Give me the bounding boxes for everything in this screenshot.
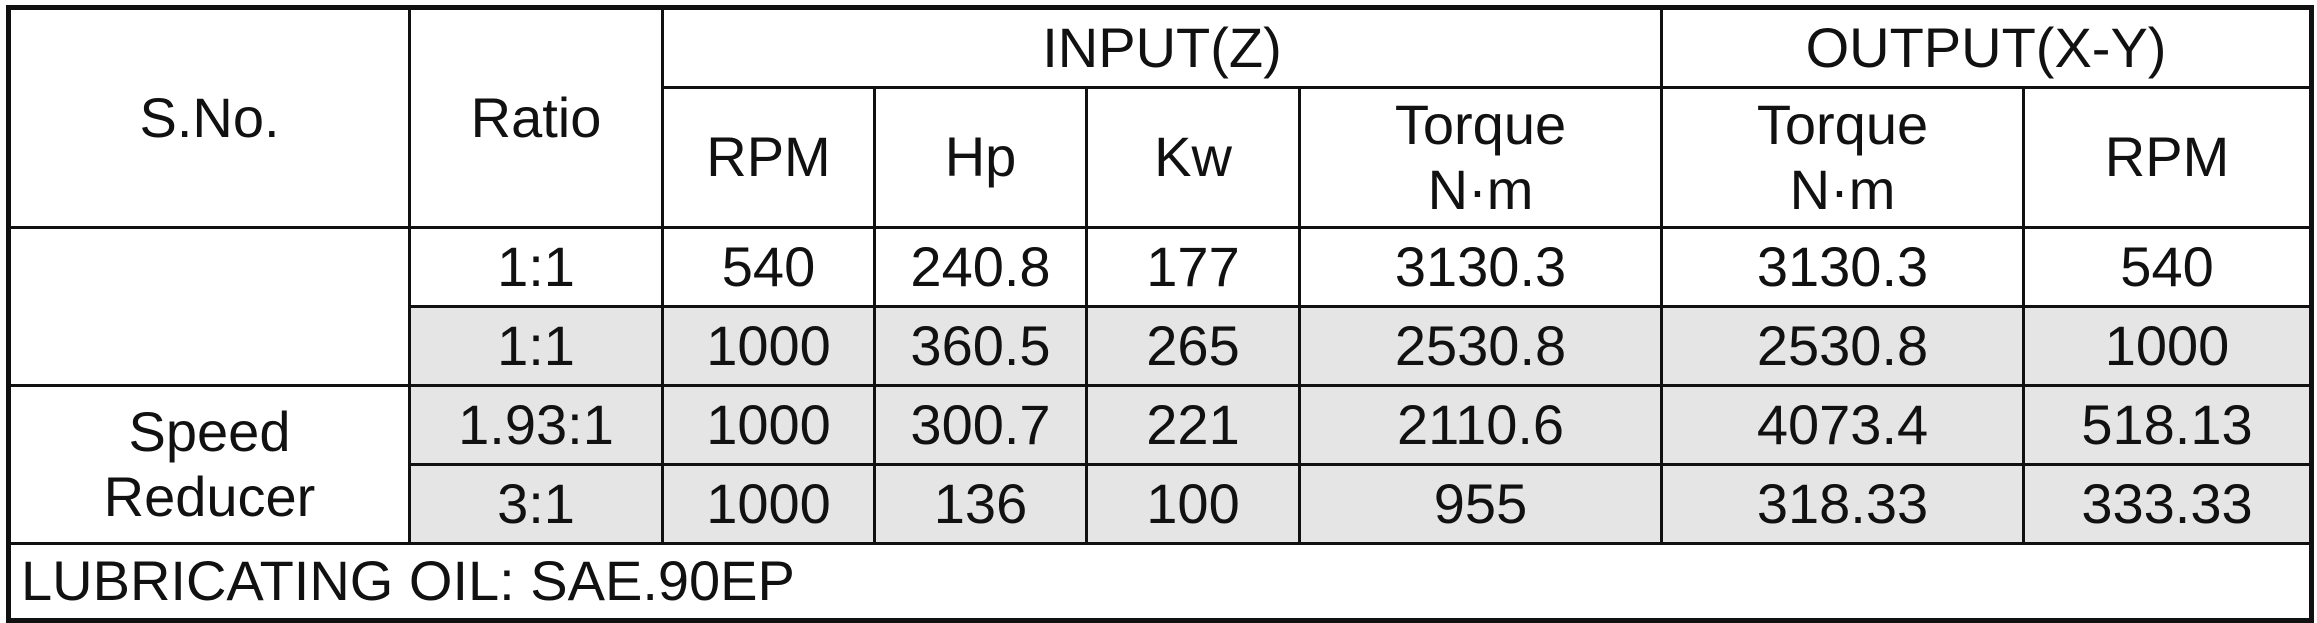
speed-reducer-label: Speed Reducer: [7, 384, 411, 545]
header-input-rpm: RPM: [661, 86, 876, 229]
cell-ratio: 1:1: [408, 226, 664, 308]
header-sno: S.No.: [7, 6, 411, 229]
header-output-torque: Torque N·m: [1660, 86, 2026, 229]
header-output-torque-label: Torque: [1756, 93, 1929, 157]
cell-input-hp: 136: [873, 463, 1088, 545]
cell-input-torque: 3130.3: [1297, 226, 1664, 308]
cell-input-hp: 360.5: [873, 305, 1088, 387]
cell-input-torque: 2110.6: [1297, 384, 1664, 466]
sno-blank-cell: [7, 226, 411, 387]
spec-table: S.No. Ratio INPUT(Z) OUTPUT(X-Y) RPM Hp …: [6, 5, 2315, 623]
cell-output-torque: 318.33: [1660, 463, 2026, 545]
speed-reducer-line1: Speed: [128, 400, 291, 464]
header-row-1: S.No. Ratio INPUT(Z) OUTPUT(X-Y): [7, 6, 2314, 229]
cell-output-rpm: 1000: [2022, 305, 2314, 387]
header-input-hp: Hp: [873, 86, 1088, 229]
footer-row: LUBRICATING OIL: SAE.90EP: [6, 542, 2314, 622]
cell-input-hp: 300.7: [873, 384, 1088, 466]
cell-input-rpm: 1000: [661, 384, 876, 466]
cell-ratio: 1:1: [408, 305, 664, 387]
cell-input-kw: 265: [1085, 305, 1301, 387]
cell-input-rpm: 540: [661, 226, 876, 308]
table-row: 1:1 1000 360.5 265 2530.8 2530.8 1000: [9, 305, 2314, 387]
header-input-group: INPUT(Z): [660, 6, 1664, 89]
header-input-torque-label: Torque: [1394, 93, 1567, 157]
header-output-group: OUTPUT(X-Y): [1660, 6, 2314, 89]
cell-input-kw: 221: [1085, 384, 1301, 466]
cell-input-torque: 2530.8: [1297, 305, 1664, 387]
header-input-kw: Kw: [1085, 86, 1301, 229]
cell-output-rpm: 540: [2022, 226, 2314, 308]
cell-input-kw: 100: [1085, 463, 1301, 545]
lubricating-oil-note: LUBRICATING OIL: SAE.90EP: [6, 542, 2314, 622]
cell-input-hp: 240.8: [873, 226, 1088, 308]
header-output-rpm: RPM: [2022, 86, 2314, 229]
header-input-torque-unit: N·m: [1427, 157, 1534, 221]
speed-reducer-line2: Reducer: [103, 464, 316, 528]
cell-input-rpm: 1000: [661, 305, 876, 387]
cell-output-torque: 3130.3: [1660, 226, 2026, 308]
cell-input-torque: 955: [1297, 463, 1664, 545]
header-row-2: RPM Hp Kw Torque N·m Torque N·m RPM: [9, 86, 2314, 229]
cell-input-kw: 177: [1085, 226, 1301, 308]
cell-output-rpm: 333.33: [2022, 463, 2314, 545]
cell-output-torque: 2530.8: [1660, 305, 2026, 387]
cell-output-torque: 4073.4: [1660, 384, 2026, 466]
header-output-torque-unit: N·m: [1789, 157, 1896, 221]
table-row: 3:1 1000 136 100 955 318.33 333.33: [9, 463, 2314, 545]
cell-ratio: 3:1: [408, 463, 664, 545]
cell-ratio: 1.93:1: [408, 384, 664, 466]
table-row: 1:1 540 240.8 177 3130.3 3130.3 540: [7, 226, 2314, 387]
header-input-torque: Torque N·m: [1297, 86, 1664, 229]
cell-output-rpm: 518.13: [2022, 384, 2314, 466]
cell-input-rpm: 1000: [661, 463, 876, 545]
header-ratio: Ratio: [408, 6, 664, 229]
table-row: Speed Reducer 1.93:1 1000 300.7 221 2110…: [7, 384, 2314, 545]
